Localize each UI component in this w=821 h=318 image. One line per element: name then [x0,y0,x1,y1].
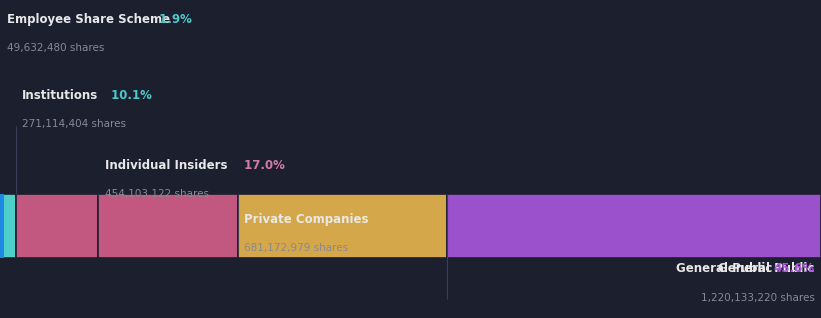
Text: 49,632,480 shares: 49,632,480 shares [7,43,104,53]
Text: 10.1%: 10.1% [108,89,152,102]
Text: Private Companies: Private Companies [245,213,369,226]
Text: 25.5%: 25.5% [365,213,410,226]
Text: 17.0%: 17.0% [240,159,284,172]
Bar [0,194,4,258]
Bar [447,194,821,258]
Text: Institutions: Institutions [22,89,99,102]
Text: Individual Insiders: Individual Insiders [105,159,227,172]
Text: General Public: General Public [718,262,814,275]
Bar [0,194,16,258]
Bar [99,194,238,258]
Text: 681,172,979 shares: 681,172,979 shares [245,243,349,253]
Text: Employee Share Scheme: Employee Share Scheme [7,13,170,26]
Text: 45.6%: 45.6% [773,262,814,275]
Bar [16,194,99,258]
Text: 1.9%: 1.9% [155,13,192,26]
Text: 454,103,122 shares: 454,103,122 shares [105,189,209,199]
Text: 1,220,133,220 shares: 1,220,133,220 shares [700,293,814,302]
Text: General Public: General Public [676,262,772,275]
Text: 271,114,404 shares: 271,114,404 shares [22,119,126,129]
Bar [238,194,447,258]
